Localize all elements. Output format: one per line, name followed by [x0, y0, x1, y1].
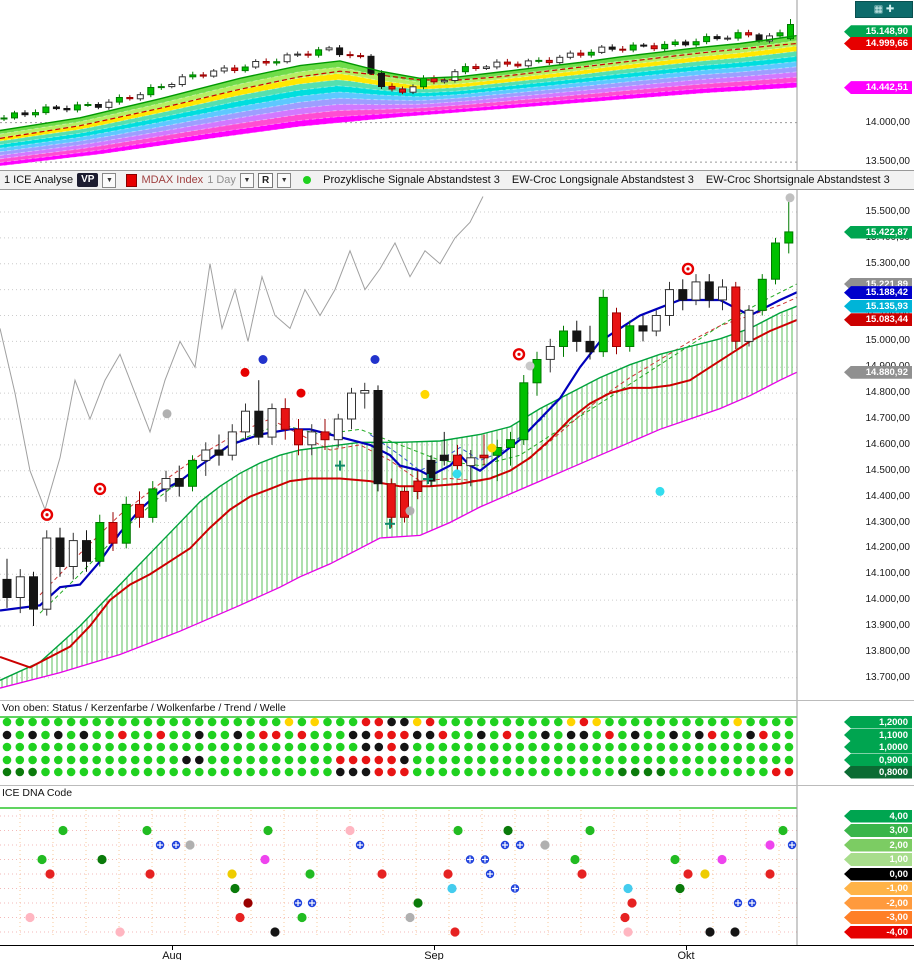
price-badge: 1,00 [844, 853, 912, 866]
price-badge: 14.442,51 [844, 81, 912, 95]
month-label: Aug [162, 950, 182, 960]
price-badge: 4,00 [844, 809, 912, 823]
dot-row-4 [2, 767, 794, 777]
axis-label: 15.500,00 [865, 206, 911, 217]
price-badge: 14.999,66 [844, 37, 912, 50]
month-label: Okt [677, 950, 695, 960]
axis-label: 14.000,00 [865, 594, 911, 606]
axis-label: 14.400,00 [865, 490, 911, 502]
dna-markers [25, 825, 797, 937]
axis-label: 14.800,00 [865, 387, 911, 399]
dashed-red-line [39, 296, 798, 596]
axis-label: 15.300,00 [865, 257, 911, 269]
instrument-icon [126, 173, 138, 187]
timeframe-label[interactable]: 1 Day [207, 174, 236, 186]
axis-label: 14.000,00 [865, 116, 911, 128]
overview-plot[interactable] [0, 0, 914, 170]
corner-control-button[interactable]: ▦ ✚ [855, 1, 913, 18]
price-badge: 15.135,93 [844, 299, 912, 313]
main-chart-panel[interactable]: 13.700,00 13.800,00 13.900,00 14.000,00 14.1… [0, 190, 914, 700]
axis-label: 13.900,00 [865, 620, 911, 631]
time-axis: Aug Sep Okt [0, 945, 914, 960]
price-badge: 15.188,42 [844, 286, 912, 300]
price-badge: 3,00 [844, 824, 912, 837]
timeframe-dropdown-icon[interactable]: ▼ [239, 172, 254, 188]
red-baseline [0, 318, 798, 669]
vp-dropdown-icon[interactable]: ▼ [102, 172, 117, 188]
magenta-envelope-line [0, 371, 798, 689]
main-candles [2, 196, 794, 626]
dna-header: ICE DNA Code [2, 787, 73, 799]
gray-projection-line [0, 196, 484, 512]
price-badge: 1,1000 [844, 728, 912, 742]
signal-dots-plot[interactable] [0, 701, 914, 786]
overview-candles [0, 19, 794, 121]
instrument-name[interactable]: MDAX Index [141, 174, 204, 186]
red-ma-line [0, 42, 798, 139]
fast-green-line [0, 34, 798, 132]
kumo-cloud [0, 306, 797, 689]
price-badge: 15.422,87 [844, 225, 912, 239]
r-button[interactable]: R [257, 172, 274, 188]
month-label: Sep [424, 950, 444, 960]
chart-toolbar: 1 ICE Analyse VP ▼ MDAX Index 1 Day ▼ R … [0, 170, 914, 190]
price-badge: 15.083,44 [844, 313, 912, 327]
indicator-2-label[interactable]: EW-Croc Longsignale Abstandstest 3 [511, 174, 694, 186]
axis-tick [686, 946, 687, 950]
dashed-green-line [39, 283, 798, 614]
dot-row-3 [2, 755, 794, 765]
price-badge: 2,00 [844, 838, 912, 852]
signal-dots-panel[interactable]: Von oben: Status / Kerzenfarbe / Wolkenf… [0, 700, 914, 786]
axis-tick [434, 946, 435, 950]
signal-dots-header: Von oben: Status / Kerzenfarbe / Wolkenf… [2, 702, 286, 714]
axis-label: 14.500,00 [865, 464, 911, 476]
axis-label: 14.300,00 [865, 516, 911, 528]
price-badge: 0,9000 [844, 753, 912, 767]
dot-row-2 [2, 742, 794, 752]
price-badge: -1,00 [844, 882, 912, 895]
vp-badge[interactable]: VP [77, 173, 99, 187]
main-plot[interactable] [0, 190, 914, 700]
dna-plot[interactable] [0, 786, 914, 946]
axis-label: 14.100,00 [865, 568, 911, 580]
price-badge: 0,00 [844, 867, 912, 881]
price-badge: 0,8000 [844, 765, 912, 779]
dna-code-panel[interactable]: ICE DNA Code 4,00 3,00 2,00 1,00 0,00 -1,00 -2… [0, 785, 914, 946]
dot-row-1 [2, 730, 794, 740]
analysis-title: 1 ICE Analyse [4, 174, 74, 186]
indicator-1-label[interactable]: Prozyklische Signale Abstandstest 3 [323, 174, 500, 186]
axis-label: 13.700,00 [865, 671, 911, 683]
price-badge: 14.880,92 [844, 365, 912, 379]
axis-tick [172, 946, 173, 950]
signal-markers [40, 193, 795, 529]
overview-chart-panel[interactable]: ▦ ✚ 14.000,00 13.500,00 15.148,90 14.999,66… [0, 0, 914, 170]
price-badge: -3,00 [844, 911, 912, 924]
axis-label: 14.700,00 [865, 413, 911, 424]
axis-label: 14.600,00 [865, 438, 911, 450]
price-badge: -2,00 [844, 896, 912, 910]
r-dropdown-icon[interactable]: ▼ [277, 172, 292, 188]
indicator-3-label[interactable]: EW-Croc Shortsignale Abstandstest 3 [705, 174, 890, 186]
price-badge: 1,2000 [844, 715, 912, 729]
axis-label: 14.200,00 [865, 542, 911, 554]
panel-layout-icon: ▦ ✚ [873, 4, 895, 15]
price-badge: 15.148,90 [844, 25, 912, 39]
axis-label: 13.500,00 [865, 156, 911, 168]
price-badge: 1,0000 [844, 740, 912, 754]
axis-label: 15.000,00 [865, 335, 911, 347]
indicator-dot-icon [303, 176, 312, 184]
axis-label: 13.800,00 [865, 645, 911, 657]
price-badge: -4,00 [844, 925, 912, 939]
dot-row-0 [2, 717, 794, 727]
green-cloud-line [0, 305, 798, 681]
